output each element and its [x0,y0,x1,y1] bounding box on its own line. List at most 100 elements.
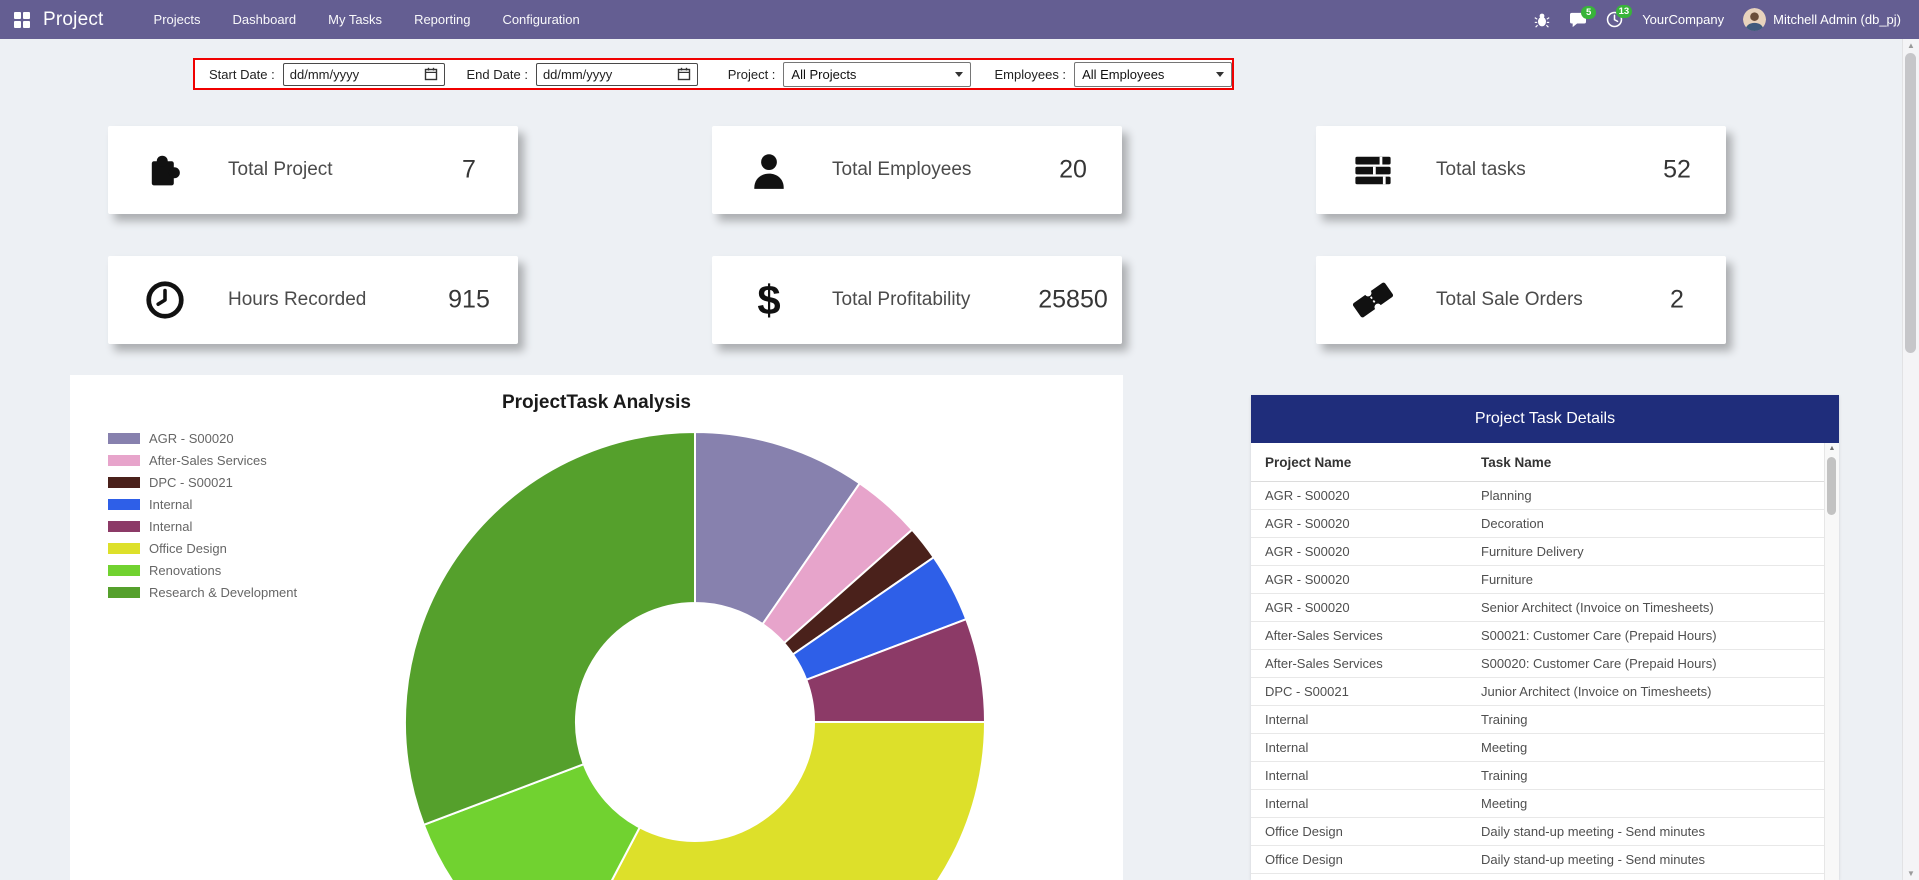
kpi-value: 915 [448,285,490,314]
cell-project-name: Internal [1265,796,1309,811]
cell-project-name: AGR - S00020 [1265,488,1350,503]
cell-task-name: Furniture [1481,572,1534,587]
dollar-icon: $ [746,277,792,323]
employees-select-value: All Employees [1082,66,1165,82]
donut-slice-renovations[interactable] [422,763,641,880]
end-date-label: End Date : [466,66,528,82]
legend-swatch [108,586,140,598]
legend-label: Research & Development [149,584,298,600]
kpi-card-total-tasks[interactable]: Total tasks 52 [1316,126,1726,214]
chevron-down-icon [1216,71,1224,77]
table-scrollbar[interactable]: ▲ [1824,443,1839,880]
cell-task-name: Meeting [1481,740,1528,755]
legend-item-after-sales-services[interactable]: After-Sales Services [108,449,297,471]
kpi-value: 7 [462,155,476,184]
legend-label: Renovations [149,562,222,578]
table-row: Internal Meeting [1251,790,1839,818]
table-scrollbar-thumb[interactable] [1827,457,1836,515]
page-scrollbar-thumb[interactable] [1905,53,1916,353]
kpi-card-total-employees[interactable]: Total Employees 20 [712,126,1122,214]
kpi-value: 52 [1663,155,1691,184]
donut-slice-office-design[interactable] [560,721,986,880]
cell-task-name: Training [1481,712,1528,727]
menu-item-reporting[interactable]: Reporting [414,12,471,27]
cell-task-name: Meeting [1481,796,1528,811]
avatar [1743,8,1767,31]
table-row: AGR - S00020 Furniture [1251,566,1839,594]
cell-project-name: Internal [1265,712,1309,727]
legend-label: Office Design [149,540,227,556]
user-icon [746,147,792,193]
top-navbar: Project Projects Dashboard My Tasks Reporti… [0,0,1919,39]
legend-label: After-Sales Services [149,452,267,468]
calendar-icon[interactable] [677,67,691,81]
cell-project-name: Office Design [1265,852,1343,867]
user-menu[interactable]: Mitchell Admin (db_pj) [1743,8,1901,31]
activities-badge: 13 [1615,5,1633,18]
table-body: AGR - S00020 Planning AGR - S00020 Decorati… [1251,482,1839,880]
menu-item-configuration[interactable]: Configuration [502,12,580,27]
main-menu: Projects Dashboard My Tasks Reporting Config… [138,0,596,39]
navbar-right: 5 13 YourCompany Mitchell Admin (db_pj) [1534,5,1919,31]
start-date-value: dd/mm/yyyy [289,66,360,82]
activities-menu[interactable]: 13 [1606,5,1633,28]
legend-item-office-design[interactable]: Office Design [108,537,297,559]
messages-badge: 5 [1581,5,1597,19]
kpi-label: Total Profitability [832,289,971,310]
cell-project-name: DPC - S00021 [1265,684,1349,699]
debug-icon[interactable] [1534,12,1550,28]
app-title[interactable]: Project [43,8,104,30]
table-row: Internal Meeting [1251,734,1839,762]
donut-slice-agr-s00020[interactable] [694,431,861,626]
legend-item-research-development[interactable]: Research & Development [108,581,297,603]
table-row: Internal Training [1251,706,1839,734]
kpi-card-hours-recorded[interactable]: Hours Recorded 915 [108,256,518,344]
start-date-input[interactable]: dd/mm/yyyy [282,62,445,86]
kpi-card-total-sale-orders[interactable]: Total Sale Orders 2 [1316,256,1726,344]
employees-select[interactable]: All Employees [1074,61,1232,87]
project-task-donut-chart[interactable] [370,397,1020,880]
project-select[interactable]: All Projects [783,61,971,87]
company-switcher[interactable]: YourCompany [1642,12,1725,27]
employees-filter-label: Employees : [994,66,1067,82]
legend-item-internal[interactable]: Internal [108,515,297,537]
kpi-label: Total tasks [1436,159,1526,180]
legend-item-renovations[interactable]: Renovations [108,559,297,581]
scroll-up-arrow-icon[interactable]: ▲ [1907,41,1915,50]
legend-item-internal[interactable]: Internal [108,493,297,515]
apps-grid-icon[interactable] [14,11,30,28]
puzzle-icon [142,147,188,193]
ticket-icon [1350,277,1396,323]
cell-task-name: Planning [1481,488,1532,503]
cell-project-name: AGR - S00020 [1265,600,1350,615]
scroll-down-arrow-icon[interactable]: ▼ [1907,869,1915,878]
legend-item-dpc-s00021[interactable]: DPC - S00021 [108,471,297,493]
menu-item-dashboard[interactable]: Dashboard [232,12,297,27]
legend-label: Internal [149,518,193,534]
legend-swatch [108,432,140,444]
donut-slice-research-development[interactable] [404,431,696,826]
kpi-value: 2 [1670,285,1684,314]
kpi-card-total-project[interactable]: Total Project 7 [108,126,518,214]
legend-swatch [108,454,140,466]
kpi-card-total-profitability[interactable]: $ Total Profitability 25850 [712,256,1122,344]
column-header-project-name: Project Name [1265,454,1352,470]
table-row: Internal Training [1251,762,1839,790]
table-column-headers: Project Name Task Name [1251,443,1839,482]
end-date-input[interactable]: dd/mm/yyyy [535,62,698,86]
menu-item-projects[interactable]: Projects [153,12,201,27]
scroll-up-arrow-icon[interactable]: ▲ [1828,445,1836,452]
legend-item-agr-s00020[interactable]: AGR - S00020 [108,427,297,449]
calendar-icon[interactable] [424,67,438,81]
menu-item-my-tasks[interactable]: My Tasks [328,12,383,27]
project-filter-label: Project : [727,66,776,82]
kpi-value: 25850 [1038,285,1108,314]
kpi-label: Hours Recorded [228,289,367,310]
kpi-label: Total Sale Orders [1436,289,1583,310]
legend-swatch [108,520,140,532]
filter-bar: Start Date : dd/mm/yyyy End Date : dd/mm… [193,58,1234,90]
legend-swatch [108,476,140,488]
cell-task-name: Daily stand-up meeting - Send minutes [1481,852,1706,867]
page-scrollbar[interactable]: ▲ ▼ [1902,39,1919,880]
messages-menu[interactable]: 5 [1569,5,1597,28]
